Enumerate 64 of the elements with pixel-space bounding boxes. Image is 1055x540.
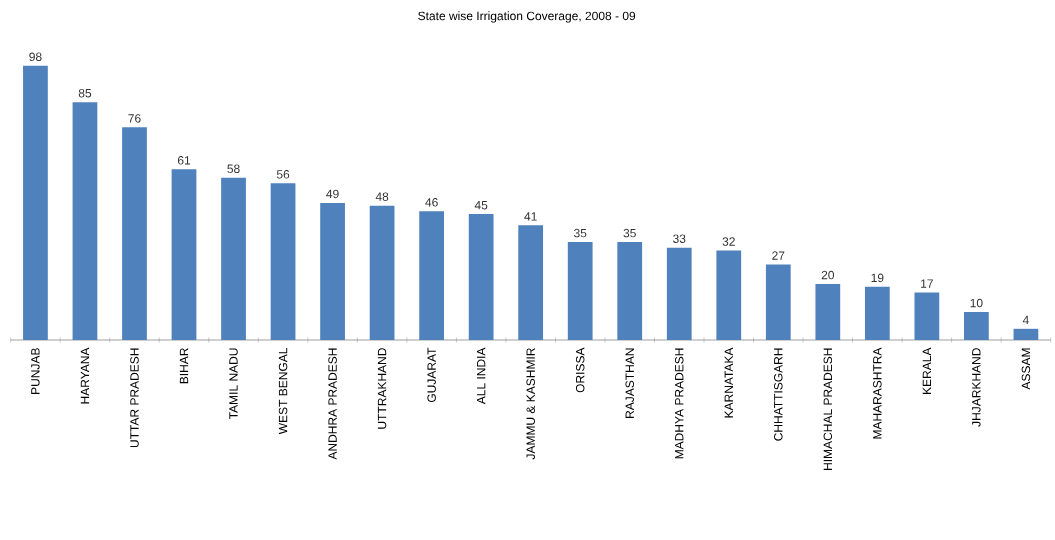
bar: [617, 242, 643, 340]
x-tick-label: MAHARASHTRA: [873, 347, 882, 439]
x-tick-label: ALL INDIA: [477, 347, 486, 405]
data-label: 10: [970, 298, 983, 308]
bar: [419, 211, 445, 340]
x-tick-label: HIMACHAL PRADESH: [823, 348, 833, 470]
data-label: 35: [623, 228, 636, 238]
bar: [765, 264, 791, 340]
x-tick-label: HARYANA: [80, 347, 90, 404]
data-label: 45: [474, 201, 488, 210]
x-tick-label: TAMIL NADU: [229, 348, 238, 420]
x-tick-label: ASSAM: [1021, 348, 1031, 390]
data-label: 61: [177, 156, 191, 165]
data-label: 46: [425, 198, 438, 207]
x-tick-label: MADHYA PRADESH: [674, 348, 684, 459]
data-label: 48: [375, 192, 389, 201]
x-tick-label: WEST BENGAL: [278, 347, 288, 435]
data-label: 20: [821, 270, 835, 280]
bar: [964, 312, 989, 340]
bar: [221, 177, 246, 340]
data-label: 98: [29, 52, 42, 62]
x-tick-label: GUJARAT: [427, 347, 436, 403]
bar: [468, 214, 494, 340]
x-tick-label: PUNJAB: [31, 348, 40, 394]
bar: [914, 292, 940, 340]
x-tick-label: CHHATTISGARH: [774, 348, 783, 441]
x-tick-label: KERALA: [922, 347, 931, 394]
data-label: 41: [524, 212, 537, 221]
data-label: 56: [276, 170, 290, 179]
bar: [815, 284, 841, 340]
bar: [270, 183, 296, 340]
x-tick-label: JAMMU & KASHMIR: [526, 348, 535, 460]
data-label: 49: [326, 189, 339, 199]
x-tick-label: RAJASTHAN: [625, 348, 634, 418]
data-label: 32: [722, 237, 735, 246]
bar: [23, 65, 48, 340]
data-label: 76: [128, 114, 141, 123]
data-label: 19: [871, 273, 884, 283]
bar: [567, 242, 593, 340]
data-label: 85: [78, 88, 92, 98]
data-label: 17: [921, 279, 933, 288]
bar: [320, 202, 345, 340]
bar: [1013, 328, 1039, 340]
bar: [518, 225, 544, 340]
bar: [864, 286, 890, 340]
x-tick-label: KARNATAKA: [724, 347, 733, 418]
data-label: 27: [772, 251, 785, 260]
x-tick-label: BIHAR: [179, 348, 189, 384]
data-label: 58: [227, 164, 240, 174]
bar: [72, 102, 98, 340]
x-tick-label: ORISSA: [575, 347, 585, 393]
bar: [666, 247, 692, 340]
x-tick-label: UTTAR PRADESH: [130, 348, 139, 448]
data-label: 4: [1022, 315, 1029, 325]
bar: [171, 169, 197, 340]
data-label: 33: [673, 234, 686, 243]
data-label: 35: [573, 228, 587, 238]
x-tick-label: UTTRAKHAND: [377, 348, 387, 429]
chart-title: State wise Irrigation Coverage, 2008 - 09: [418, 11, 636, 23]
x-tick-label: ANDHRA PRADESH: [328, 348, 337, 460]
bar: [122, 127, 147, 340]
x-tick-label: JHJARKHAND: [972, 348, 981, 427]
bar: [716, 250, 742, 340]
bar: [369, 205, 395, 340]
